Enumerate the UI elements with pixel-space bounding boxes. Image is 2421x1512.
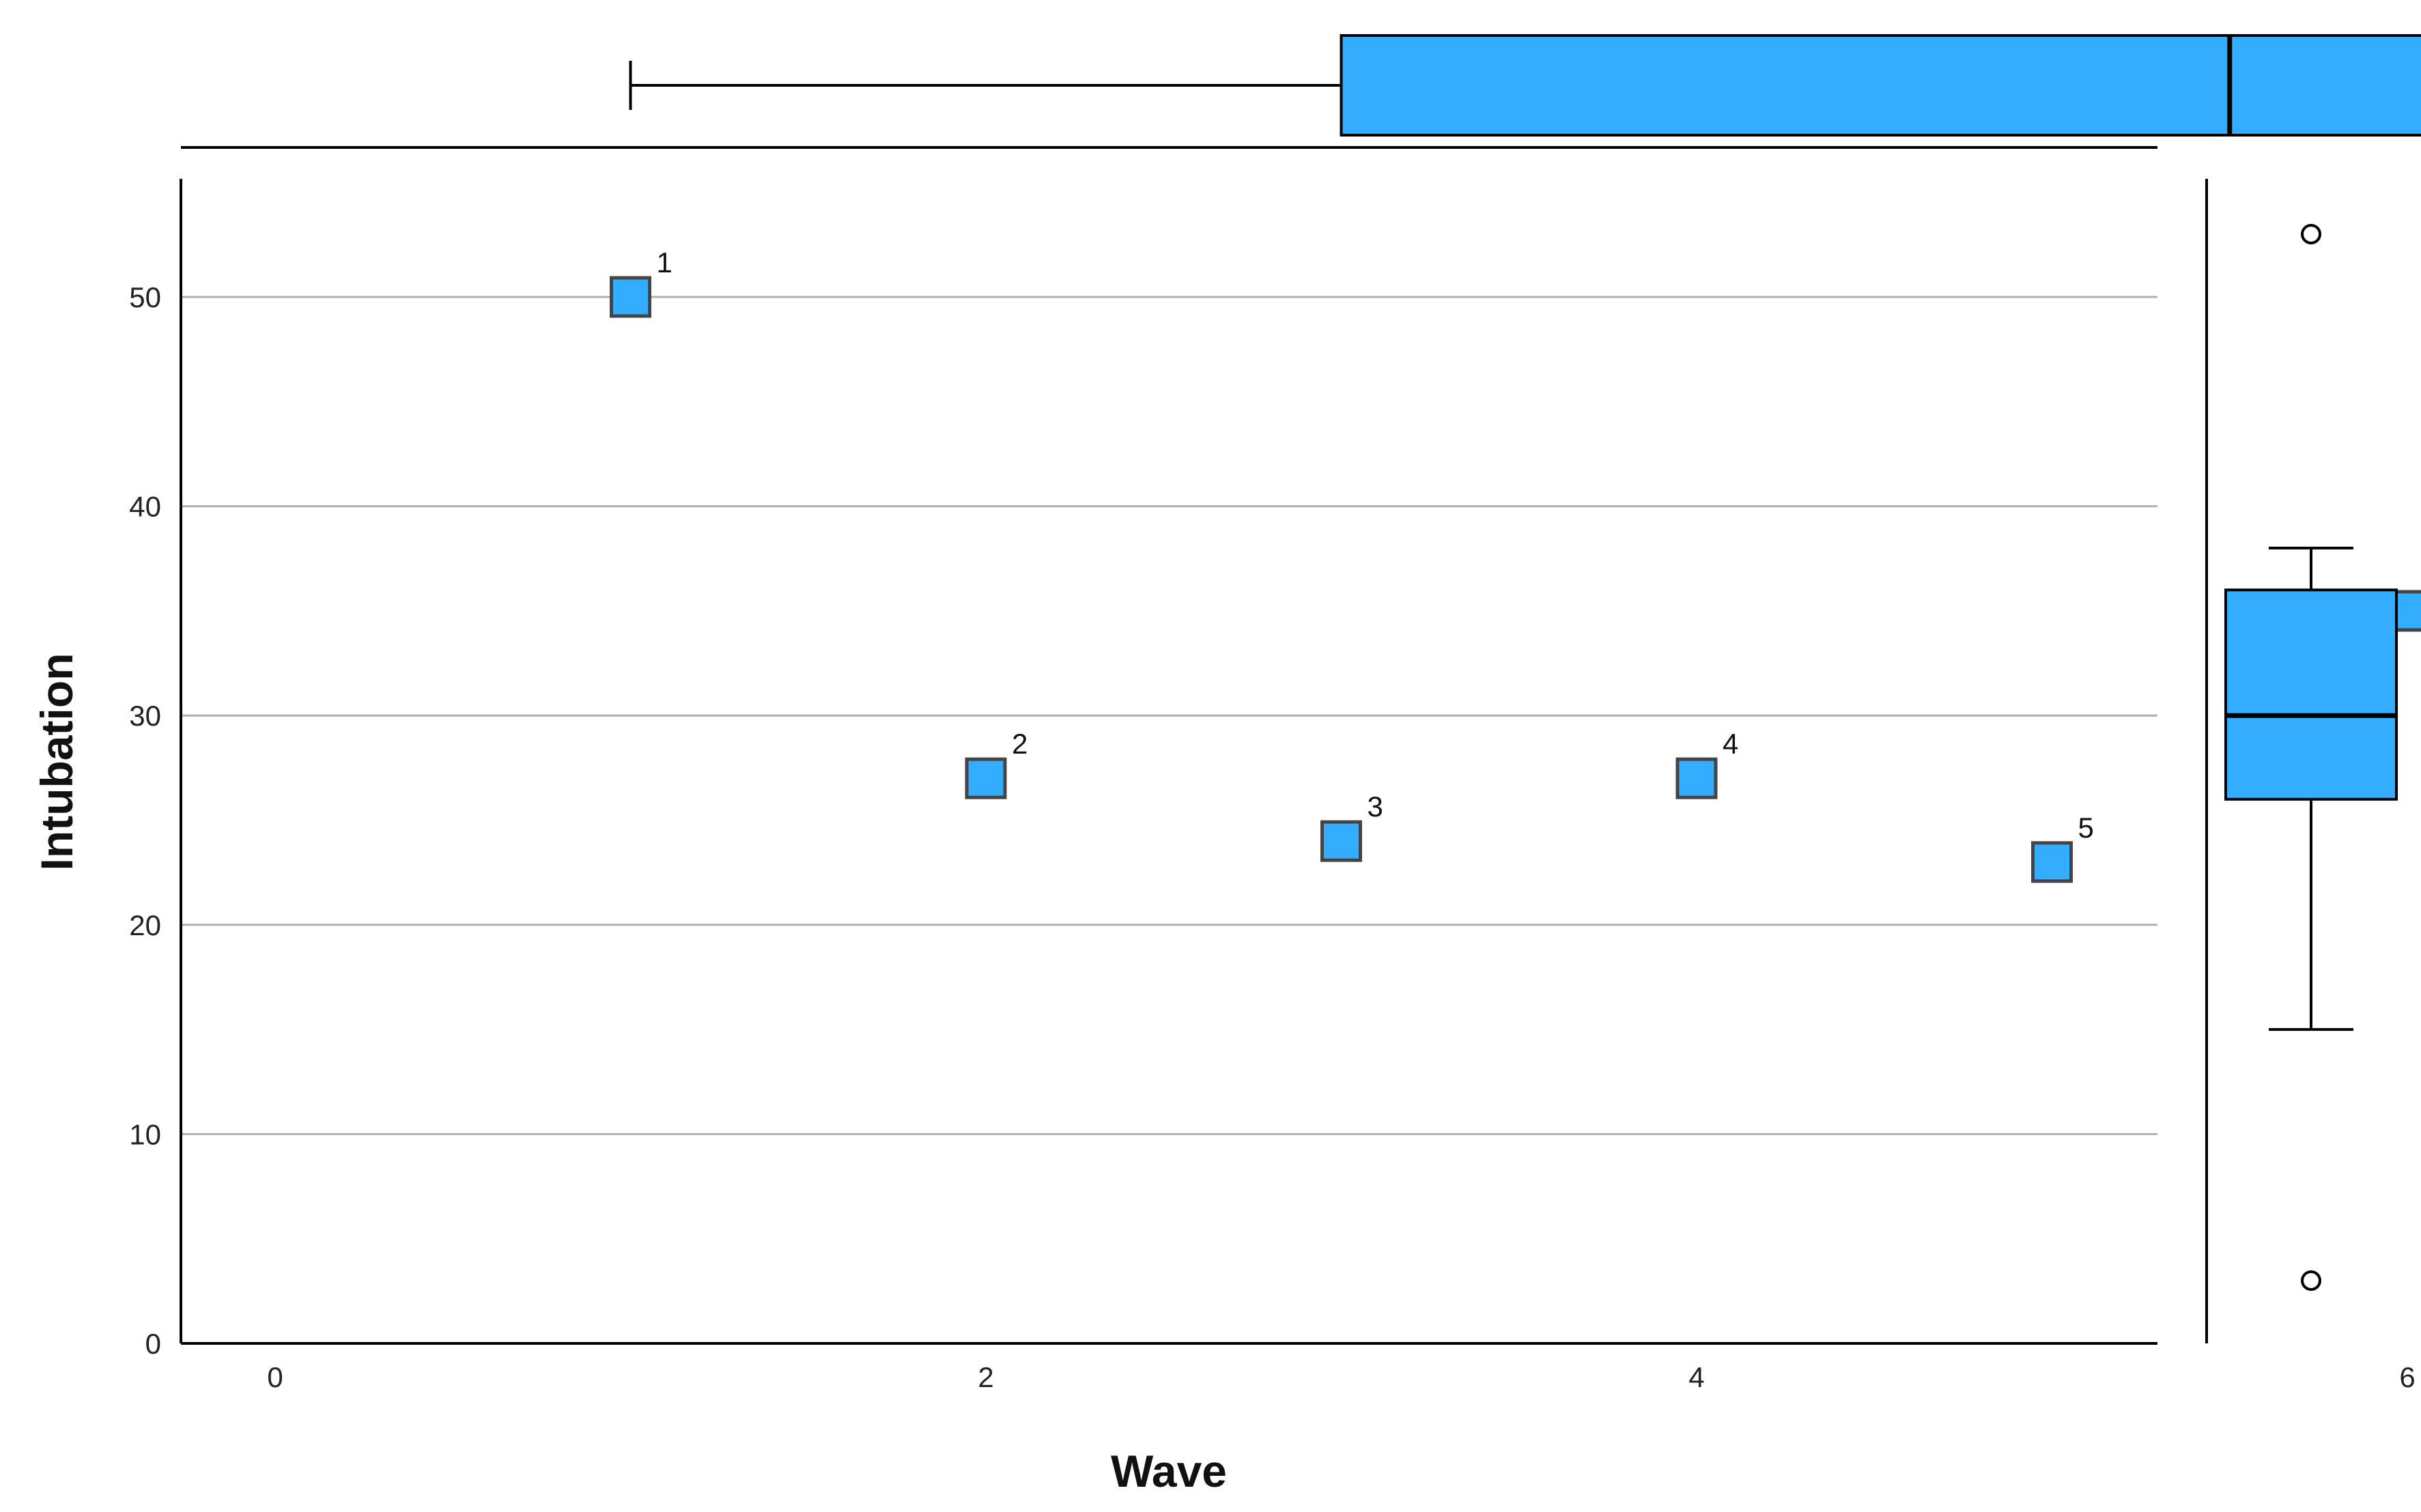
data-point-label: 2 <box>1012 728 1028 760</box>
y-tick-label: 10 <box>129 1118 161 1150</box>
x-tick-label: 6 <box>2399 1361 2415 1393</box>
x-tick-label: 0 <box>267 1361 283 1393</box>
data-point-label: 1 <box>657 246 672 279</box>
right-boxplot-outlier <box>2301 224 2321 245</box>
y-tick-label: 40 <box>129 491 161 523</box>
y-tick-label: 20 <box>129 909 161 941</box>
data-point-marker <box>2031 841 2073 883</box>
y-tick-label: 30 <box>129 700 161 732</box>
x-tick-label: 2 <box>978 1361 993 1393</box>
top-boxplot <box>181 34 2421 149</box>
y-tick-label: 50 <box>129 281 161 313</box>
right-boxplot <box>2205 179 2398 1343</box>
x-axis-title: Wave <box>1111 1446 1227 1496</box>
right-boxplot-box <box>2224 588 2398 801</box>
right-boxplot-outlier <box>2301 1270 2321 1292</box>
data-point-marker <box>610 276 651 318</box>
y-tick-label: 0 <box>145 1328 161 1360</box>
data-point-label: 5 <box>2078 812 2094 844</box>
data-point-marker <box>1675 757 1718 799</box>
axes <box>180 179 2157 1345</box>
data-point-marker <box>1320 820 1362 862</box>
x-tick-label: 4 <box>1688 1361 1704 1393</box>
tick-labels: 010203040500246810 <box>129 281 2415 1393</box>
data-point-marker <box>965 757 1007 799</box>
grid-lines <box>181 296 2157 1135</box>
top-boxplot-box <box>1340 34 2421 137</box>
y-axis-title: Intubation <box>31 653 82 871</box>
data-point-label: 3 <box>1368 790 1383 823</box>
data-points: 12345678910 <box>610 246 2421 883</box>
data-point-label: 4 <box>1723 728 1738 760</box>
